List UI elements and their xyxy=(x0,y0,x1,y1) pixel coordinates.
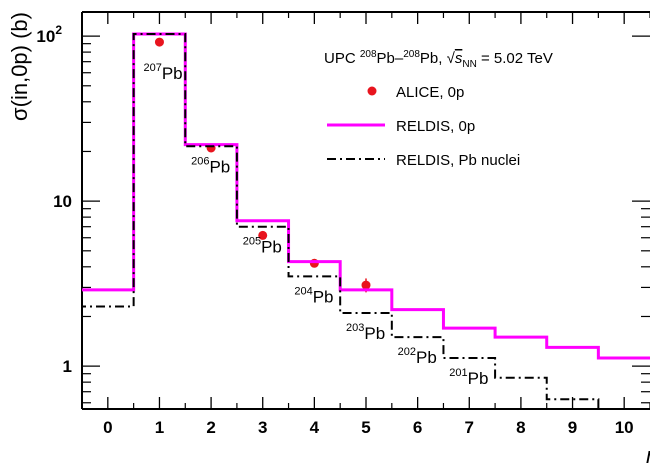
isotope-mass: 205 xyxy=(243,236,261,248)
x-tick-label: 10 xyxy=(615,418,634,437)
y-tick-label: 1 xyxy=(63,357,72,376)
x-tick-label: 4 xyxy=(310,418,320,437)
x-tick-label: 9 xyxy=(568,418,577,437)
y-axis-title: σ(in,0p) (b) xyxy=(7,12,32,121)
data-point xyxy=(361,280,371,290)
isotope-element: Pb xyxy=(313,287,334,306)
isotope-element: Pb xyxy=(468,369,489,388)
x-tick-label: 3 xyxy=(258,418,267,437)
isotope-label: 206Pb xyxy=(191,155,230,176)
legend-header-mid: Pb– xyxy=(377,50,404,67)
x-tick-label: 7 xyxy=(465,418,474,437)
axis-labels: σ(in,0p) (b) n xyxy=(7,12,650,465)
legend-header-sqrt-arg: s xyxy=(455,50,463,67)
isotope-mass: 204 xyxy=(294,285,312,297)
y-tick-base: 10 xyxy=(36,27,55,46)
legend-header: UPC 208Pb–208Pb, √sNN = 5.02 TeV xyxy=(324,49,553,70)
series-area xyxy=(82,32,650,409)
isotope-mass: 202 xyxy=(398,346,416,358)
legend-marker-alice xyxy=(367,86,377,96)
x-tick-label: 8 xyxy=(516,418,525,437)
isotope-mass: 201 xyxy=(449,367,467,379)
x-tick-label: 6 xyxy=(413,418,422,437)
x-tick-label: 2 xyxy=(206,418,215,437)
isotope-label: 202Pb xyxy=(398,346,437,367)
isotope-mass: 206 xyxy=(191,155,209,167)
legend-header-after: Pb, xyxy=(420,50,447,67)
isotope-element: Pb xyxy=(162,64,183,83)
y-tick-label: 102 xyxy=(36,23,62,46)
isotope-label: 203Pb xyxy=(346,322,385,343)
y-tick-exponent: 2 xyxy=(55,23,62,37)
x-tick-label: 0 xyxy=(103,418,112,437)
isotope-label: 205Pb xyxy=(243,236,282,257)
x-tick-label: 5 xyxy=(361,418,370,437)
y-tick-label: 10 xyxy=(53,192,72,211)
legend-header-prefix: UPC xyxy=(324,50,360,67)
legend-box xyxy=(300,38,650,193)
isotope-label: 201Pb xyxy=(449,367,488,388)
legend-header-sup2: 208 xyxy=(403,49,420,60)
legend-header-sqrt: √ xyxy=(447,50,456,67)
isotope-element: Pb xyxy=(364,324,385,343)
legend-entry-label: ALICE, 0p xyxy=(396,84,464,101)
isotope-label: 204Pb xyxy=(294,285,333,306)
isotope-element: Pb xyxy=(209,157,230,176)
legend-entry-label: RELDIS, 0p xyxy=(396,118,475,135)
data-point xyxy=(258,230,268,240)
legend-header-sup1: 208 xyxy=(360,49,377,60)
isotope-mass: 207 xyxy=(143,62,161,74)
data-point xyxy=(154,37,164,47)
isotope-mass: 203 xyxy=(346,322,364,334)
x-tick-label: 1 xyxy=(155,418,164,437)
reldis-pb-nuclei-step-line xyxy=(82,32,600,409)
isotope-label: 207Pb xyxy=(143,62,182,83)
isotope-element: Pb xyxy=(416,348,437,367)
y-tick-base: 1 xyxy=(63,357,72,376)
legend-entry-label: RELDIS, Pb nuclei xyxy=(396,152,520,169)
legend-header-value: = 5.02 TeV xyxy=(477,50,553,67)
isotope-element: Pb xyxy=(261,238,282,257)
legend-header-sub: NN xyxy=(462,59,476,70)
x-axis-title: n xyxy=(646,443,650,465)
y-tick-base: 10 xyxy=(53,192,72,211)
